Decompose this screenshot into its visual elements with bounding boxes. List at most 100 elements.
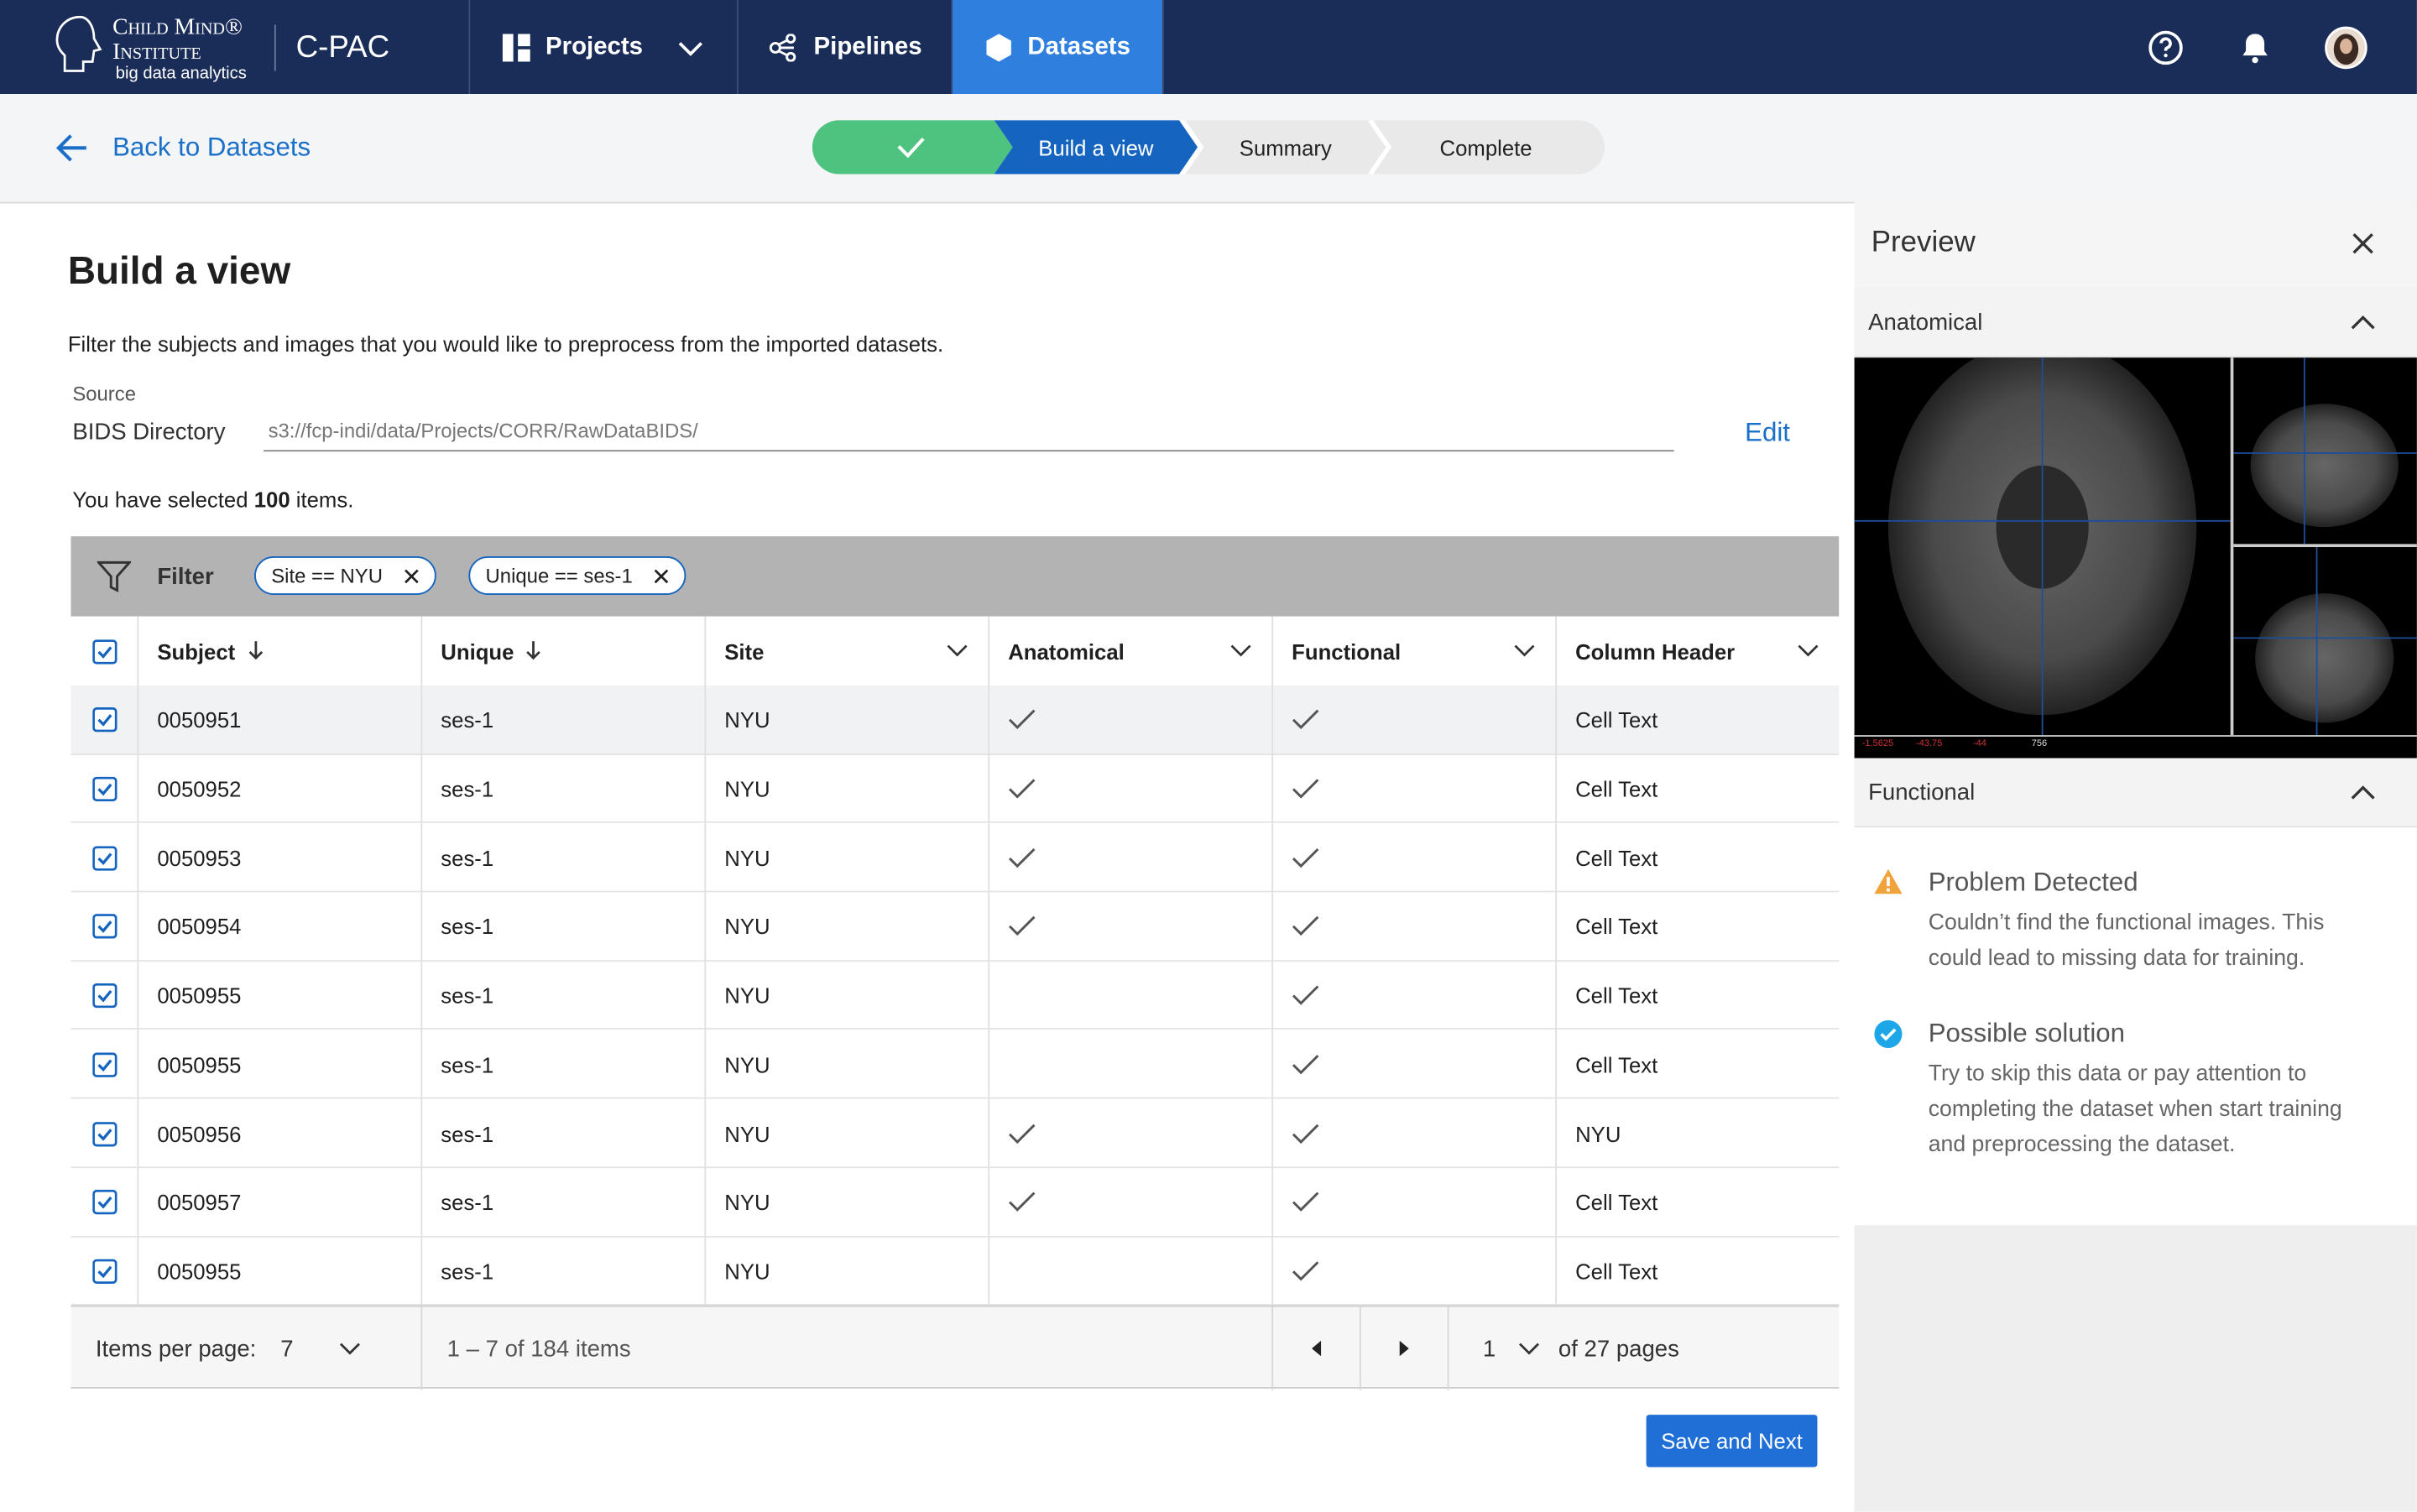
table-cell: NYU [724,845,770,871]
per-page[interactable]: 7 [280,1335,294,1362]
row-check [70,1030,137,1099]
column-header[interactable]: Anatomical [1008,617,1251,686]
checkbox[interactable] [91,914,117,940]
filter-chip[interactable]: Site == NYU [254,556,437,595]
table-cell: 0050951 [157,707,242,733]
row[interactable] [70,961,1840,1030]
row[interactable] [70,892,1840,962]
table-cell: Cell Text [1575,914,1658,940]
tab-label: Pipelines [813,33,922,60]
header-group: Functional [1292,639,1401,663]
back-arrow[interactable] [55,133,89,164]
col-divider [988,616,990,1306]
checkbox[interactable] [91,983,117,1009]
coord: -43.75 [1916,739,1943,749]
text: You have selected [72,487,248,512]
source-path[interactable]: s3://fcp-indi/data/Projects/CORR/RawData… [264,420,1674,452]
edit-link[interactable]: Edit [1745,417,1790,447]
row[interactable] [70,1168,1840,1238]
row-check [70,1099,137,1168]
dropdown-icon[interactable] [1230,644,1252,659]
table-cell: Cell Text [1575,776,1658,802]
avatar[interactable] [2325,26,2367,70]
table-cell: ses-1 [441,1121,494,1146]
dropdown-icon[interactable] [339,1342,361,1356]
save-button[interactable]: Save and Next [1646,1415,1818,1468]
close-icon[interactable] [2352,232,2374,254]
row[interactable] [70,823,1840,893]
table-cell: NYU [724,1121,770,1146]
bell-icon[interactable] [2240,31,2271,65]
section-header[interactable]: Anatomical [1854,288,2417,358]
table-cell: NYU [724,1052,770,1077]
sep [1162,0,1164,95]
sort-icon[interactable] [526,641,541,661]
checkbox[interactable] [91,776,117,802]
section-header[interactable]: Functional [1854,758,2417,828]
column-header[interactable]: Subject [157,617,400,686]
checkbox[interactable] [91,1259,117,1284]
row[interactable] [70,754,1840,824]
page-drop[interactable] [1518,1307,1540,1390]
row[interactable] [70,1237,1840,1306]
dropdown-icon[interactable] [947,644,968,659]
row[interactable] [70,686,1840,755]
check-cell [1008,754,1036,823]
checkbox[interactable] [91,1121,117,1146]
sort-icon[interactable] [248,641,263,661]
step: Complete [1439,135,1532,161]
page[interactable]: 1 [1482,1335,1496,1362]
checkbox[interactable] [91,1190,117,1215]
navbar: Child Mind® Institute big data analytics… [0,0,2417,95]
stepper [812,120,1605,176]
checkbox[interactable] [91,707,117,733]
row-check [70,1168,137,1237]
check-cell [1008,686,1036,754]
column-header[interactable]: Unique [441,617,684,686]
dropdown-icon[interactable] [1798,644,1819,659]
check-mark [1292,710,1319,730]
back-link[interactable]: Back to Datasets [112,132,311,162]
row[interactable] [70,1030,1840,1099]
table-cell: NYU [1575,1121,1621,1146]
dropdown-icon[interactable] [1514,644,1536,659]
header-group: Column Header [1575,639,1735,663]
row-check [70,962,137,1030]
chip-remove[interactable] [405,568,420,583]
table-cell: 0050953 [157,845,242,871]
filter-chip[interactable]: Unique == ses-1 [468,556,687,595]
column-header[interactable]: Site [724,617,968,686]
dropdown-icon[interactable] [1518,1342,1540,1356]
row[interactable] [70,1098,1840,1168]
table-cell: ses-1 [441,776,494,802]
check-mark [1008,1191,1036,1212]
tab[interactable]: Pipelines [739,0,951,94]
checkbox[interactable] [91,1052,117,1077]
table-cell: Cell Text [1575,1259,1658,1284]
tab[interactable]: Projects [470,0,737,94]
chip-remove[interactable] [655,568,670,583]
header-group: Unique [441,639,541,664]
table-cell: Cell Text [1575,845,1658,871]
source-label: Source [72,382,137,406]
table-cell: ses-1 [441,707,494,733]
table-cell: Cell Text [1575,1052,1658,1077]
check-cell [1292,1099,1319,1168]
tab[interactable]: Datasets [953,0,1162,95]
check-mark [1008,1123,1036,1144]
sep [468,0,471,95]
checkbox[interactable] [91,639,117,664]
column-header[interactable]: Column Header [1575,617,1819,686]
table-cell: NYU [724,707,770,733]
row-check [70,1237,137,1306]
sep [736,0,739,95]
help-icon[interactable] [2148,29,2185,66]
check-cell [1292,1237,1319,1306]
next-page[interactable] [1360,1307,1448,1390]
column-header[interactable]: Functional [1292,617,1535,686]
per-page-drop[interactable] [339,1307,361,1390]
checkbox[interactable] [91,845,117,871]
prev-page[interactable] [1271,1307,1360,1390]
solution-title: Possible solution [1928,1019,2126,1048]
